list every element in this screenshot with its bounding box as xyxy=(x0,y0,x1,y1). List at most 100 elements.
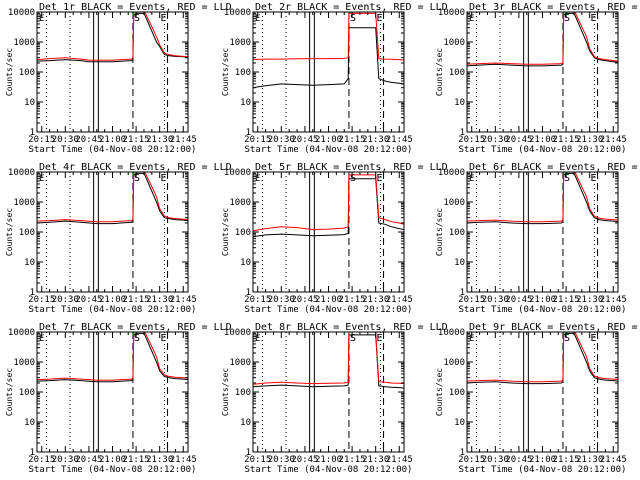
x-tick-label: 21:00 xyxy=(315,295,342,305)
plot-frame xyxy=(36,11,189,133)
panel-title: Det 9r BLACK = Events, RED = LLD xyxy=(469,322,640,333)
y-tick-label: 1000 xyxy=(443,38,465,48)
x-tick-label: 20:30 xyxy=(268,455,295,465)
marker-e: E xyxy=(161,13,167,24)
x-tick-label: 20:30 xyxy=(52,455,79,465)
x-tick-label: 20:30 xyxy=(268,295,295,305)
y-tick-label: 10000 xyxy=(8,328,35,338)
y-tick-label: 10000 xyxy=(438,328,465,338)
y-tick-label: 1 xyxy=(246,288,251,298)
y-tick-label: 100 xyxy=(19,228,35,238)
y-tick-label: 100 xyxy=(449,388,465,398)
y-axis-label: Counts/sec xyxy=(221,48,230,96)
x-tick-label: 21:15 xyxy=(123,135,150,145)
y-axis-label: Counts/sec xyxy=(5,48,14,96)
marker-s-left: E xyxy=(39,174,44,184)
marker-e: E xyxy=(591,173,597,184)
y-tick-label: 100 xyxy=(235,388,251,398)
x-tick-label: 21:45 xyxy=(386,455,413,465)
x-tick-label: 21:00 xyxy=(529,455,556,465)
x-tick-label: 20:15 xyxy=(458,295,485,305)
y-tick-label: 1 xyxy=(460,448,465,458)
x-axis-label: Start Time (04-Nov-08 20:12:00) xyxy=(29,305,197,315)
y-tick-label: 10 xyxy=(240,98,251,108)
y-axis-label: Counts/sec xyxy=(221,208,230,256)
series-lld-line xyxy=(37,172,188,223)
x-tick-label: 21:30 xyxy=(146,295,173,305)
series-lld-line xyxy=(37,332,188,381)
y-tick-label: 10 xyxy=(454,418,465,428)
x-tick-label: 20:15 xyxy=(244,295,271,305)
x-axis-label: Start Time (04-Nov-08 20:12:00) xyxy=(29,145,197,155)
marker-s: S xyxy=(134,333,140,344)
x-tick-label: 20:15 xyxy=(28,455,55,465)
y-tick-label: 1 xyxy=(30,288,35,298)
x-axis-label: Start Time (04-Nov-08 20:12:00) xyxy=(459,465,627,475)
series-lld-line xyxy=(467,12,618,65)
x-tick-label: 20:45 xyxy=(75,455,102,465)
series-group xyxy=(253,12,404,89)
y-tick-label: 10 xyxy=(454,98,465,108)
y-tick-label: 100 xyxy=(449,68,465,78)
x-tick-label: 20:45 xyxy=(291,135,318,145)
series-group xyxy=(253,332,404,389)
marker-s: S xyxy=(564,13,570,24)
x-tick-label: 21:45 xyxy=(386,295,413,305)
series-lld-line xyxy=(37,12,188,61)
x-tick-label: 21:15 xyxy=(123,455,150,465)
panel-title: Det 5r BLACK = Events, RED = LLD xyxy=(255,162,448,173)
y-tick-label: 1000 xyxy=(229,38,251,48)
marker-e: E xyxy=(591,333,597,344)
y-tick-label: 1000 xyxy=(229,358,251,368)
x-tick-label: 21:30 xyxy=(362,135,389,145)
marker-e: E xyxy=(591,13,597,24)
x-tick-label: 20:15 xyxy=(28,295,55,305)
marker-s-left: E xyxy=(255,14,260,24)
marker-s: S xyxy=(350,333,356,344)
panel-title: Det 3r BLACK = Events, RED = LLD xyxy=(469,2,640,13)
x-tick-label: 21:15 xyxy=(339,295,366,305)
plot-frame xyxy=(466,331,619,453)
series-lld-line xyxy=(467,172,618,223)
y-axis-label: Counts/sec xyxy=(5,208,14,256)
x-tick-label: 21:30 xyxy=(146,135,173,145)
marker-s: S xyxy=(134,173,140,184)
y-tick-label: 10 xyxy=(240,418,251,428)
y-tick-label: 1 xyxy=(460,128,465,138)
x-tick-label: 20:45 xyxy=(505,295,532,305)
plot-frame xyxy=(252,331,405,453)
y-tick-label: 100 xyxy=(235,68,251,78)
plot-frame xyxy=(466,11,619,133)
y-tick-label: 1000 xyxy=(229,198,251,208)
x-tick-label: 21:00 xyxy=(99,295,126,305)
x-tick-label: 21:00 xyxy=(529,295,556,305)
y-axis-label: Counts/sec xyxy=(435,368,444,416)
plot-frame xyxy=(36,171,189,293)
x-tick-label: 21:00 xyxy=(315,135,342,145)
y-tick-label: 1 xyxy=(246,448,251,458)
x-tick-label: 21:15 xyxy=(553,135,580,145)
x-axis-label: Start Time (04-Nov-08 20:12:00) xyxy=(29,465,197,475)
marker-e: E xyxy=(161,173,167,184)
x-tick-label: 20:15 xyxy=(244,135,271,145)
marker-e: E xyxy=(377,173,383,184)
plot-frame xyxy=(466,171,619,293)
series-lld-line xyxy=(253,12,404,61)
y-tick-label: 1000 xyxy=(13,38,35,48)
x-tick-label: 21:30 xyxy=(362,295,389,305)
plot-frame xyxy=(36,331,189,453)
y-axis-label: Counts/sec xyxy=(5,368,14,416)
marker-s: S xyxy=(134,13,140,24)
y-axis-label: Counts/sec xyxy=(435,208,444,256)
marker-s: S xyxy=(564,173,570,184)
x-tick-label: 20:15 xyxy=(458,455,485,465)
x-tick-label: 20:30 xyxy=(268,135,295,145)
series-lld-line xyxy=(253,332,404,385)
x-tick-label: 20:30 xyxy=(482,295,509,305)
